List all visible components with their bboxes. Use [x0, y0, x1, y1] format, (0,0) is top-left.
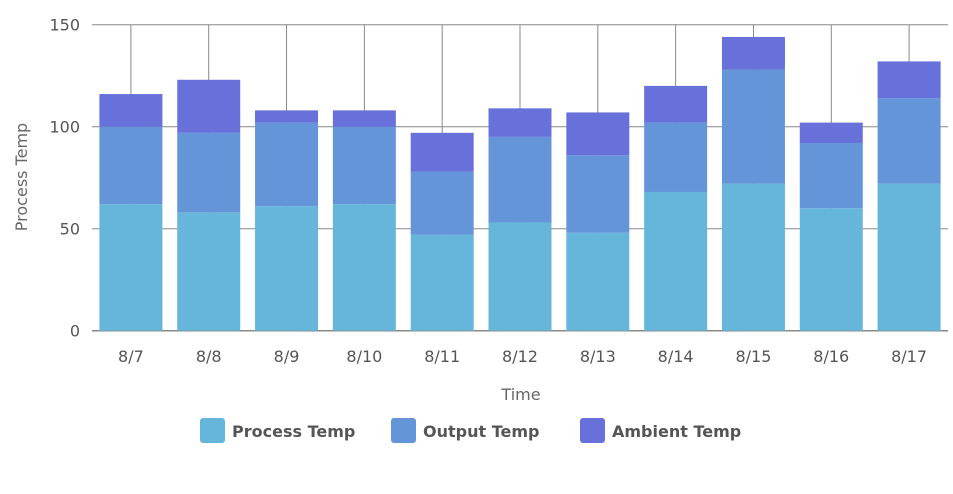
bar-ambient-temp — [488, 108, 552, 137]
bar-process-temp — [177, 212, 241, 331]
x-tick-label: 8/9 — [274, 347, 300, 366]
bar-process-temp — [488, 222, 552, 331]
bar-output-temp — [566, 155, 630, 233]
x-tick-label: 8/14 — [658, 347, 694, 366]
bar-ambient-temp — [332, 110, 396, 127]
bar-ambient-temp — [566, 112, 630, 156]
bar-ambient-temp — [721, 36, 785, 70]
bar-ambient-temp — [410, 132, 474, 172]
y-axis-ticks: 0 50 100 150 — [49, 16, 80, 341]
bar-output-temp — [877, 98, 941, 184]
bar-output-temp — [332, 126, 396, 205]
legend-swatch — [580, 418, 605, 443]
legend-item: Ambient Temp — [580, 418, 741, 443]
bar-output-temp — [177, 132, 241, 213]
x-axis-label: Time — [500, 385, 540, 404]
x-tick-label: 8/10 — [346, 347, 382, 366]
x-tick-label: 8/15 — [735, 347, 771, 366]
y-axis-label: Process Temp — [12, 123, 31, 231]
bar-process-temp — [799, 208, 863, 331]
bars — [99, 36, 941, 331]
bar-process-temp — [644, 191, 708, 331]
legend-label: Output Temp — [423, 422, 539, 441]
y-tick-label: 100 — [49, 118, 80, 137]
legend-swatch — [391, 418, 416, 443]
bar-output-temp — [410, 171, 474, 235]
bar-output-temp — [99, 126, 163, 205]
bar-ambient-temp — [877, 61, 941, 99]
bar-output-temp — [644, 122, 708, 192]
y-tick-label: 150 — [49, 16, 80, 35]
bar-process-temp — [877, 183, 941, 331]
legend-label: Ambient Temp — [612, 422, 741, 441]
bar-process-temp — [566, 232, 630, 331]
x-tick-label: 8/7 — [118, 347, 144, 366]
x-tick-label: 8/13 — [580, 347, 616, 366]
bar-output-temp — [799, 143, 863, 209]
bar-process-temp — [255, 206, 319, 331]
bar-ambient-temp — [177, 79, 241, 133]
bar-process-temp — [332, 204, 396, 331]
x-tick-label: 8/12 — [502, 347, 538, 366]
legend-swatch — [200, 418, 225, 443]
x-axis-ticks: 8/7 8/8 8/9 8/10 8/11 8/12 8/13 8/14 8/15 8/16 8/1… — [118, 347, 927, 366]
legend-item: Output Temp — [391, 418, 539, 443]
bar-output-temp — [488, 136, 552, 223]
legend-item: Process Temp — [200, 418, 355, 443]
x-tick-label: 8/16 — [813, 347, 849, 366]
bar-process-temp — [410, 234, 474, 331]
bar-output-temp — [721, 69, 785, 184]
bar-process-temp — [721, 183, 785, 331]
y-tick-label: 50 — [60, 220, 80, 239]
x-tick-label: 8/8 — [196, 347, 222, 366]
x-tick-label: 8/11 — [424, 347, 460, 366]
bar-process-temp — [99, 204, 163, 331]
bar-ambient-temp — [255, 110, 319, 123]
bar-ambient-temp — [799, 122, 863, 144]
legend: Process Temp Output Temp Ambient Temp — [200, 418, 741, 443]
bar-ambient-temp — [99, 94, 163, 127]
bar-ambient-temp — [644, 85, 708, 123]
bar-output-temp — [255, 122, 319, 207]
legend-label: Process Temp — [232, 422, 355, 441]
x-tick-label: 8/17 — [891, 347, 927, 366]
y-tick-label: 0 — [70, 322, 80, 341]
